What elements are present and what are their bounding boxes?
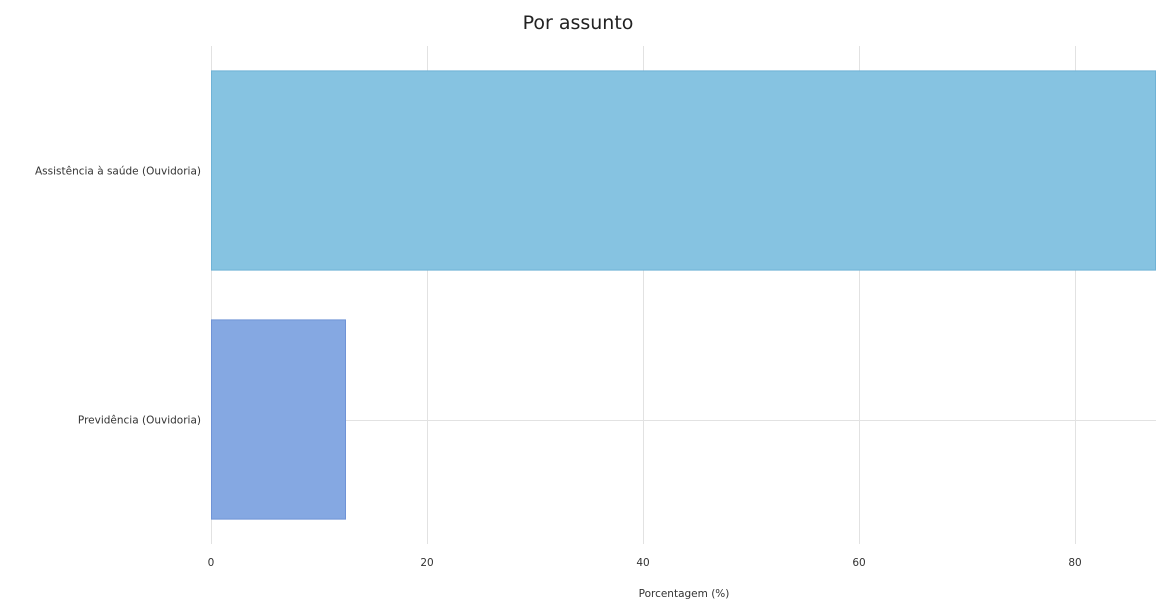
category-labels: Assistência à saúde (Ouvidoria) Previdênc… <box>35 166 201 427</box>
x-tick-label: 20 <box>420 557 433 569</box>
x-tick-label: 0 <box>208 557 215 569</box>
x-axis-ticks: 0 20 40 60 80 <box>208 557 1082 569</box>
bar-0[interactable] <box>211 70 1156 271</box>
x-tick-label: 40 <box>636 557 649 569</box>
category-label: Previdência (Ouvidoria) <box>78 415 201 427</box>
chart-title: Por assunto <box>523 12 634 34</box>
category-label: Assistência à saúde (Ouvidoria) <box>35 166 201 178</box>
bars <box>211 70 1156 520</box>
x-axis-title: Porcentagem (%) <box>639 588 730 600</box>
bar-1[interactable] <box>211 319 346 520</box>
x-tick-label: 60 <box>852 557 865 569</box>
x-tick-label: 80 <box>1068 557 1081 569</box>
